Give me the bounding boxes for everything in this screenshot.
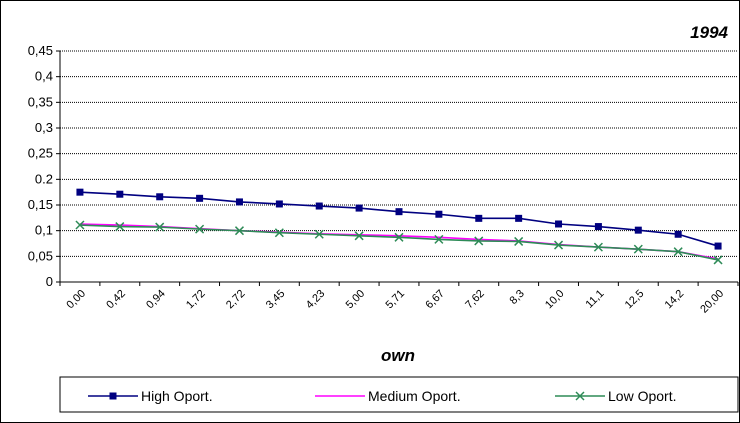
x-tick-label: 2,72 <box>224 288 248 312</box>
data-point <box>275 200 283 208</box>
grid <box>60 50 738 257</box>
data-point <box>274 228 284 238</box>
data-point <box>115 222 125 232</box>
x-tick-label: 10,0 <box>543 288 567 312</box>
x-tick-label: 11,1 <box>583 288 606 311</box>
x-tick-label: 0,94 <box>144 288 168 312</box>
data-point <box>474 236 484 246</box>
y-tick-label: 0,1 <box>35 223 53 238</box>
data-point <box>575 391 585 401</box>
x-tick-label: 0,42 <box>104 288 128 312</box>
data-point <box>116 190 124 198</box>
legend: High Oport. Medium Oport. Low Oport. <box>59 376 739 413</box>
data-point <box>553 240 564 250</box>
data-point <box>155 222 165 232</box>
chart-title: 1994 <box>690 23 728 42</box>
data-point <box>593 242 603 252</box>
data-point <box>514 236 524 246</box>
x-tick-label: 1,72 <box>184 288 208 312</box>
x-tick-label: 12,5 <box>623 288 647 312</box>
y-tick-label: 0,4 <box>35 69 53 84</box>
data-point <box>355 204 363 212</box>
y-tick-label: 0 <box>46 274 53 289</box>
legend-label: Low Oport. <box>608 388 676 404</box>
data-point <box>109 392 117 400</box>
data-point <box>315 202 323 210</box>
y-tick-label: 0,45 <box>28 43 53 58</box>
x-tick-label: 5,00 <box>344 288 368 312</box>
data-point <box>633 244 643 254</box>
data-point <box>314 229 324 239</box>
legend-label: Medium Oport. <box>368 388 461 404</box>
y-tick-label: 0,35 <box>28 94 53 109</box>
y-tick-label: 0,3 <box>35 120 53 135</box>
y-tick-label: 0.2 <box>35 171 53 186</box>
data-point <box>354 231 364 241</box>
data-point <box>195 224 205 234</box>
data-point <box>515 214 523 222</box>
data-point <box>673 247 683 257</box>
x-tick-label: 8,3 <box>507 288 526 307</box>
data-point <box>594 223 602 231</box>
data-point <box>634 226 642 234</box>
x-tick-label: 3,45 <box>264 288 288 312</box>
x-tick-label: 6,67 <box>423 288 447 312</box>
legend-box <box>59 376 739 413</box>
data-point <box>156 193 164 201</box>
y-tick-label: 0,25 <box>28 146 53 161</box>
x-tick-label: 0,00 <box>64 288 88 312</box>
data-point <box>75 220 85 230</box>
y-tick-label: 0,05 <box>28 248 53 263</box>
x-tick-label: 20,00 <box>698 288 726 316</box>
legend-label: High Oport. <box>141 388 213 404</box>
y-tick-label: 0,15 <box>28 197 53 212</box>
series-layer <box>75 188 723 265</box>
data-point <box>394 232 404 242</box>
data-point <box>234 226 245 236</box>
data-point <box>196 194 204 202</box>
data-point <box>435 210 443 218</box>
x-axis-label: own <box>381 346 415 365</box>
data-point <box>395 208 403 216</box>
x-tick-label: 14,2 <box>663 288 687 312</box>
data-point <box>713 255 723 265</box>
x-tick-label: 5,71 <box>383 288 407 312</box>
data-point <box>235 198 243 206</box>
x-tick-label: 7,62 <box>463 288 487 312</box>
data-point <box>475 214 483 222</box>
data-point <box>434 234 444 244</box>
data-point <box>714 242 722 250</box>
x-tick-label: 4,23 <box>304 288 328 312</box>
data-point <box>674 230 682 238</box>
data-point <box>76 188 84 196</box>
data-point <box>555 220 563 228</box>
